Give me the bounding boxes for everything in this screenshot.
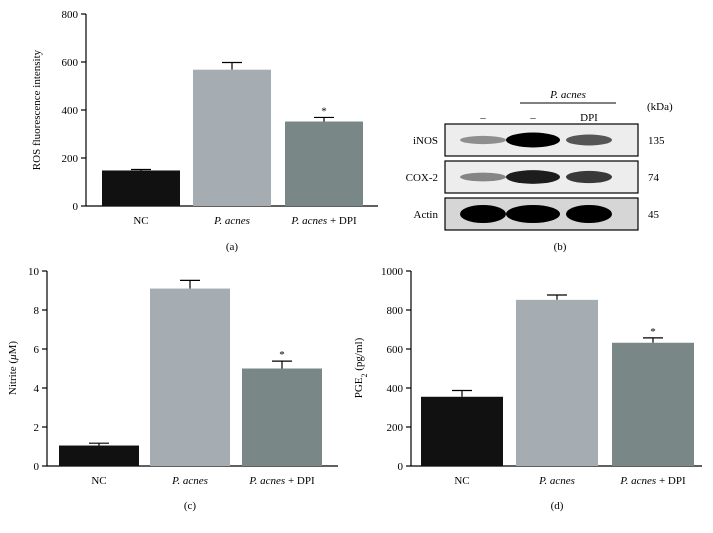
panel-b-label: (b) — [554, 241, 567, 253]
panel-a-ytick-label: 0 — [73, 201, 79, 213]
panel-d-label: (d) — [551, 500, 564, 512]
wb-kda-label: 74 — [648, 172, 660, 184]
panel-c-bar-3 — [242, 368, 322, 466]
wb-row-label: Actin — [414, 209, 439, 221]
panel-d-bar-3 — [612, 342, 694, 466]
panel-a-bar-1 — [102, 170, 180, 206]
wb-band — [506, 132, 560, 148]
wb-band — [460, 135, 506, 145]
panel-d-ytick-label: 0 — [398, 461, 404, 473]
panel-a-category-label: NC — [133, 215, 148, 227]
panel-a-ytick-label: 400 — [62, 105, 79, 117]
panel-c-ytick-label: 10 — [28, 266, 40, 278]
panel-c-ytick-label: 6 — [34, 344, 40, 356]
panel-c-significance-marker: * — [279, 349, 285, 361]
panel-c-ytick-label: 0 — [34, 461, 40, 473]
panel-a-significance-marker: * — [321, 105, 327, 117]
panel-d-bar-2 — [516, 299, 598, 466]
panel-d-category-label: P. acnes — [538, 475, 575, 487]
panel-d-significance-marker: * — [650, 326, 656, 338]
panel-a-category-label: P. acnes — [213, 215, 250, 227]
panel-c-bar-2 — [150, 288, 230, 466]
panel-a-ylabel: ROS fluorescence intensity — [31, 49, 43, 170]
wb-band — [460, 205, 506, 223]
panel-d-category-label: P. acnes + DPI — [619, 475, 686, 487]
panel-c-category-label: P. acnes — [171, 475, 208, 487]
panel-a-label: (a) — [226, 241, 239, 253]
wb-group-label: P. acnes — [549, 89, 586, 101]
panel-a-bar-3 — [285, 121, 363, 206]
panel-c-label: (c) — [184, 500, 197, 512]
panel-c-ylabel: Nitrite (μM) — [7, 341, 19, 395]
wb-unit-label: (kDa) — [647, 101, 673, 113]
panel-d-ytick-label: 600 — [387, 344, 404, 356]
wb-kda-label: 135 — [648, 135, 665, 147]
panel-d-ytick-label: 1000 — [381, 266, 404, 278]
panel-c-ytick-label: 4 — [34, 383, 40, 395]
panel-c-bar-1 — [59, 445, 139, 466]
panel-d-bar-1 — [421, 396, 503, 466]
wb-band — [460, 172, 506, 182]
panel-d-category-label: NC — [454, 475, 469, 487]
wb-row-label: iNOS — [413, 135, 438, 147]
panel-c-ytick-label: 8 — [34, 305, 40, 317]
panel-b: P. acnes (kDa) – – DPI iNOS 135 COX-2 74 Act… — [406, 89, 673, 253]
panel-a-category-label: P. acnes + DPI — [290, 215, 357, 227]
wb-band — [506, 205, 560, 223]
wb-band — [506, 170, 560, 184]
panel-c-ytick-label: 2 — [34, 422, 40, 434]
wb-band — [566, 205, 612, 223]
wb-row-inos: iNOS 135 — [413, 123, 665, 157]
wb-row-actin: Actin 45 — [414, 197, 660, 231]
panel-a-ytick-label: 800 — [62, 9, 79, 21]
panel-a-ytick-label: 200 — [62, 153, 79, 165]
panel-d-ylabel: PGE2 (pg/ml) — [353, 337, 369, 398]
wb-lane-label-2: – — [529, 112, 536, 124]
panel-a-bar-2 — [193, 69, 271, 207]
panel-d: PGE2 (pg/ml) (d) 0 200 400 600 800 1000 NC P. … — [353, 266, 702, 512]
wb-band — [566, 134, 612, 146]
panel-d-ytick-label: 200 — [387, 422, 404, 434]
panel-a: ROS fluorescence intensity (a) 0 200 400 60… — [31, 9, 378, 253]
panel-d-ytick-label: 400 — [387, 383, 404, 395]
wb-band — [566, 170, 612, 184]
wb-kda-label: 45 — [648, 209, 660, 221]
panel-d-ytick-label: 800 — [387, 305, 404, 317]
wb-row-cox2: COX-2 74 — [406, 160, 660, 194]
wb-lane-label-1: – — [479, 112, 486, 124]
wb-row-label: COX-2 — [406, 172, 438, 184]
panel-c: Nitrite (μM) (c) 0 2 4 6 8 10 NC P. acnes * P. a… — [7, 266, 338, 512]
panel-c-category-label: P. acnes + DPI — [248, 475, 315, 487]
panel-a-ytick-label: 600 — [62, 57, 79, 69]
wb-lane-label-3: DPI — [580, 112, 598, 124]
panel-c-category-label: NC — [91, 475, 106, 487]
